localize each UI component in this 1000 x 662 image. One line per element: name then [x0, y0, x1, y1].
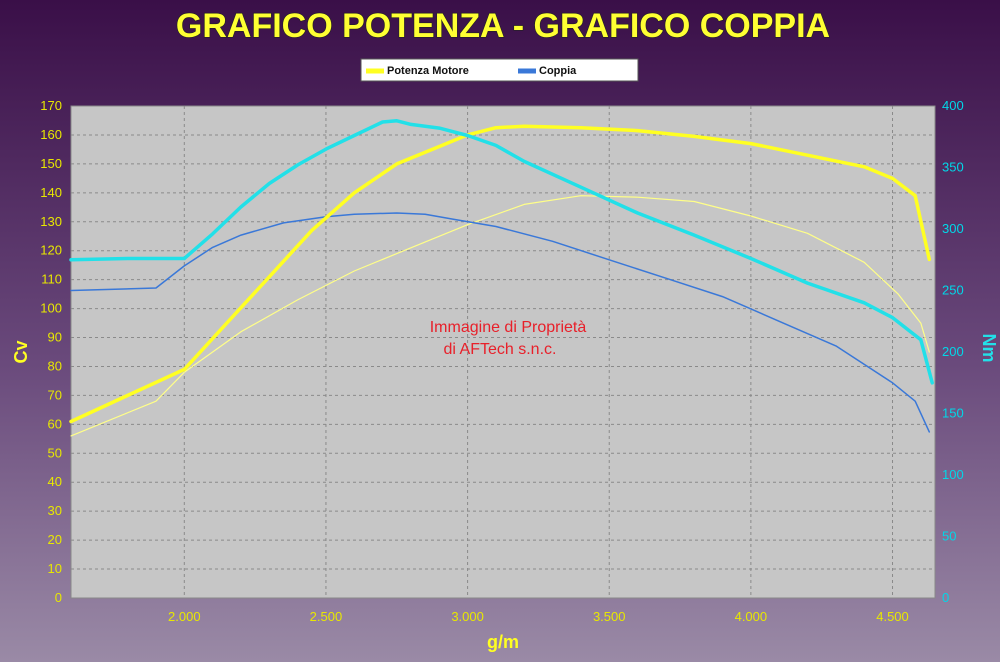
- x-tick-label: 3.500: [593, 609, 626, 624]
- y-left-tick-label: 90: [48, 330, 62, 345]
- x-tick-label: 4.500: [876, 609, 909, 624]
- y-left-ticks: 0 10 20 30 40 50 60 70 80 90 100 110 120 130 140 150 160…: [40, 98, 62, 605]
- y-right-axis-title: Nm: [979, 333, 999, 362]
- series-potenza-originale: [70, 195, 930, 437]
- y-left-tick-label: 80: [48, 358, 62, 373]
- series-coppia: [69, 119, 934, 385]
- y-right-tick-label: 400: [942, 98, 964, 113]
- y-left-tick-label: 10: [48, 561, 62, 576]
- y-right-tick-label: 150: [942, 406, 964, 421]
- x-tick-label: 2.000: [168, 609, 201, 624]
- x-axis-title: g/m: [487, 632, 519, 652]
- y-left-tick-label: 100: [40, 301, 62, 316]
- x-tick-label: 4.000: [735, 609, 768, 624]
- y-left-axis-title: Cv: [11, 340, 31, 363]
- y-right-tick-label: 100: [942, 467, 964, 482]
- y-left-tick-label: 160: [40, 127, 62, 142]
- watermark-line-1: Immagine di Proprietà: [430, 319, 587, 336]
- y-left-tick-label: 60: [48, 416, 62, 431]
- y-left-tick-label: 140: [40, 185, 62, 200]
- series-potenza-motore: [69, 124, 932, 424]
- y-left-tick-label: 70: [48, 387, 62, 402]
- series-lines: [69, 119, 934, 437]
- y-left-tick-label: 0: [55, 590, 62, 605]
- y-left-tick-label: 40: [48, 474, 62, 489]
- watermark-line-2: di AFTech s.n.c.: [444, 341, 557, 358]
- y-left-tick-label: 150: [40, 156, 62, 171]
- x-tick-label: 2.500: [310, 609, 343, 624]
- y-left-tick-label: 50: [48, 445, 62, 460]
- y-right-tick-label: 50: [942, 529, 956, 544]
- y-left-tick-label: 30: [48, 503, 62, 518]
- y-right-tick-label: 300: [942, 221, 964, 236]
- legend-potenza-label: Potenza Motore: [387, 65, 469, 77]
- y-right-tick-label: 200: [942, 344, 964, 359]
- plot-area: [70, 105, 936, 599]
- legend-coppia-label: Coppia: [539, 65, 577, 77]
- legend-box: [360, 58, 639, 82]
- legend: Potenza Motore Coppia: [360, 58, 639, 82]
- y-right-tick-label: 250: [942, 283, 964, 298]
- y-left-tick-label: 120: [40, 243, 62, 258]
- y-right-ticks: 0 50 100 150 200 250 300 350 400: [942, 98, 964, 605]
- y-right-tick-label: 0: [942, 590, 949, 605]
- y-left-tick-label: 110: [41, 272, 62, 287]
- x-tick-label: 3.000: [451, 609, 484, 624]
- chart-title: GRAFICO POTENZA - GRAFICO COPPIA: [176, 7, 830, 45]
- y-left-tick-label: 20: [48, 532, 62, 547]
- series-coppia-originale: [70, 212, 931, 433]
- y-left-tick-label: 170: [40, 98, 62, 113]
- y-right-tick-label: 350: [942, 160, 964, 175]
- y-left-tick-label: 130: [40, 214, 62, 229]
- x-ticks: 2.000 2.500 3.000 3.500 4.000 4.500: [168, 609, 909, 624]
